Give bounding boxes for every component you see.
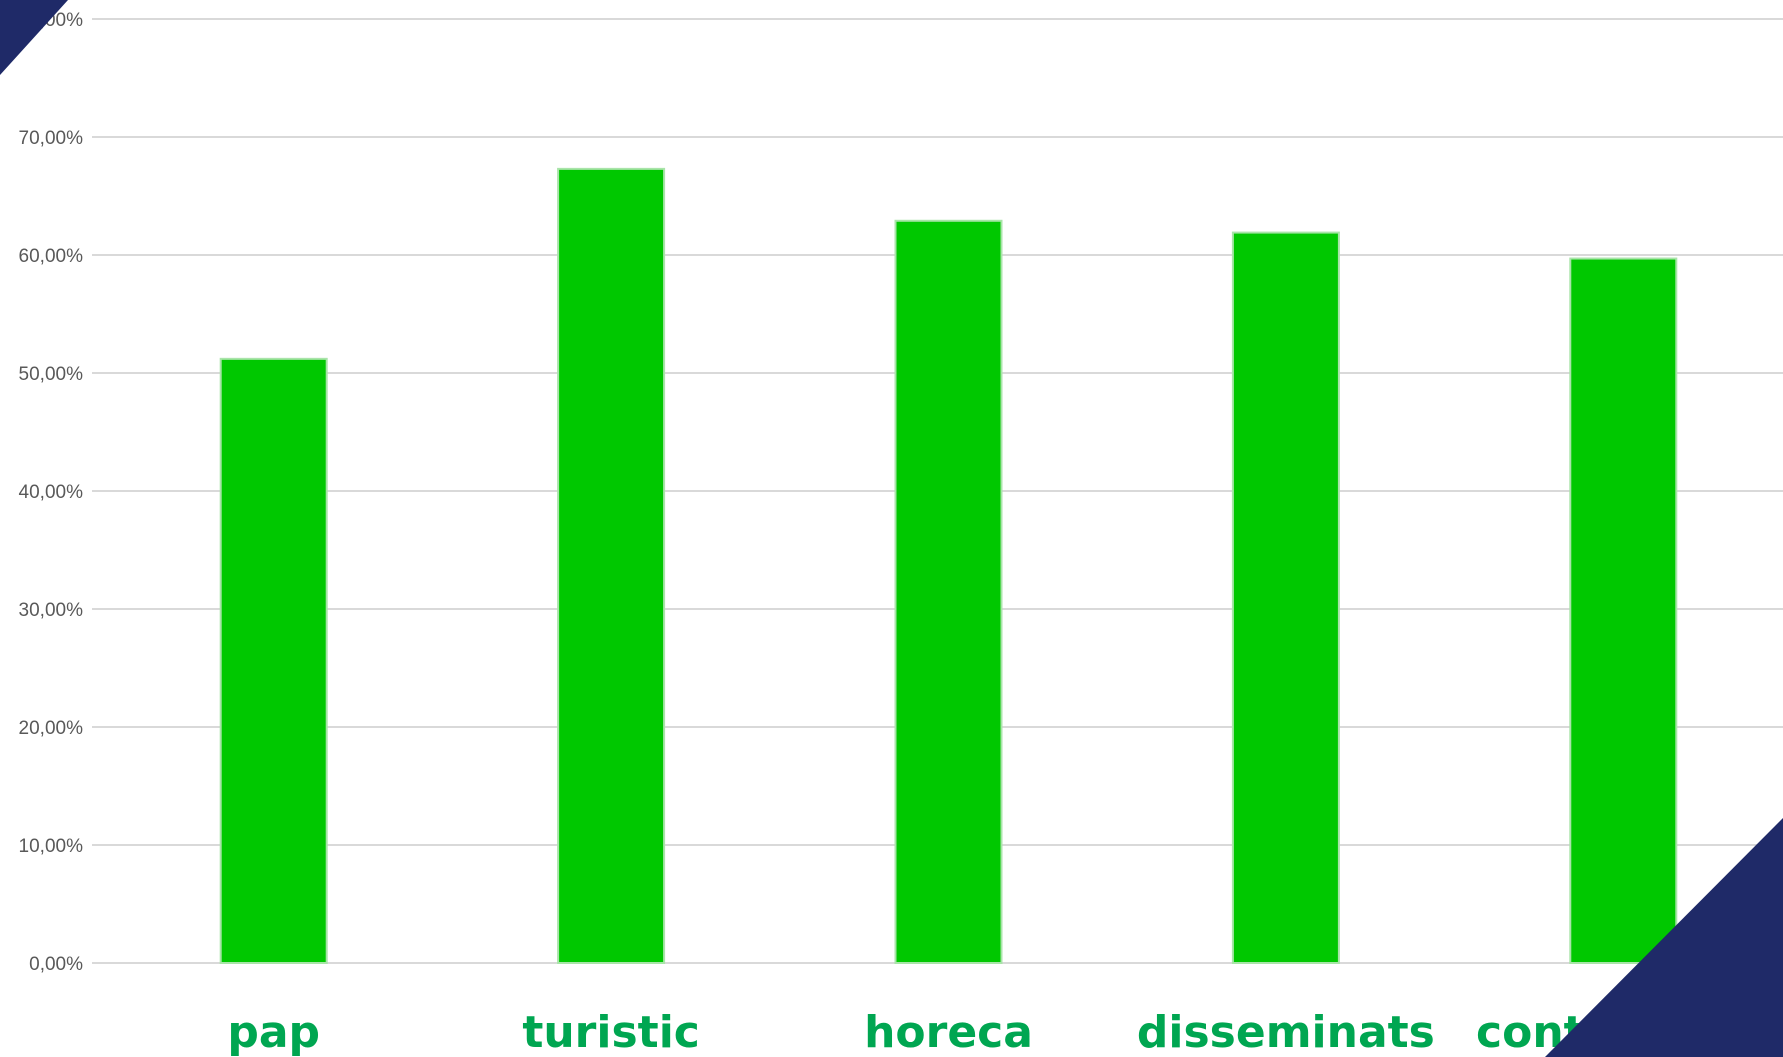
y-tick-label: 40,00% [19,482,84,503]
category-labels: papturistichorecadisseminatscontenidors [227,1007,1770,1057]
y-tick-label: 70,00% [19,128,84,149]
bar-horeca [894,219,1003,964]
y-tick-label: 10,00% [19,836,84,857]
y-tick-label: 20,00% [19,718,84,739]
y-axis-tick-labels: 0,00% 10,00% 20,00% 30,00% 40,00% 50,00% 60,00… [19,10,84,975]
bar-contenidors [1569,257,1678,965]
y-tick-label: 0,00% [29,954,83,975]
y-tick-label: 30,00% [19,600,84,621]
category-label-disseminats: disseminats [1137,1007,1435,1057]
corner-decoration-bottom-right [1545,818,1783,1057]
category-label-pap: pap [227,1007,320,1057]
category-label-turistic: turistic [522,1007,700,1057]
y-tick-label: 50,00% [19,364,84,385]
y-tick-label: 60,00% [19,246,84,267]
corner-decoration-top-left [0,0,68,75]
bar-disseminats [1231,231,1340,964]
category-label-horeca: horeca [864,1007,1033,1057]
bar-turistic [557,167,666,965]
bars [219,167,1678,965]
bar-pap [219,357,328,964]
